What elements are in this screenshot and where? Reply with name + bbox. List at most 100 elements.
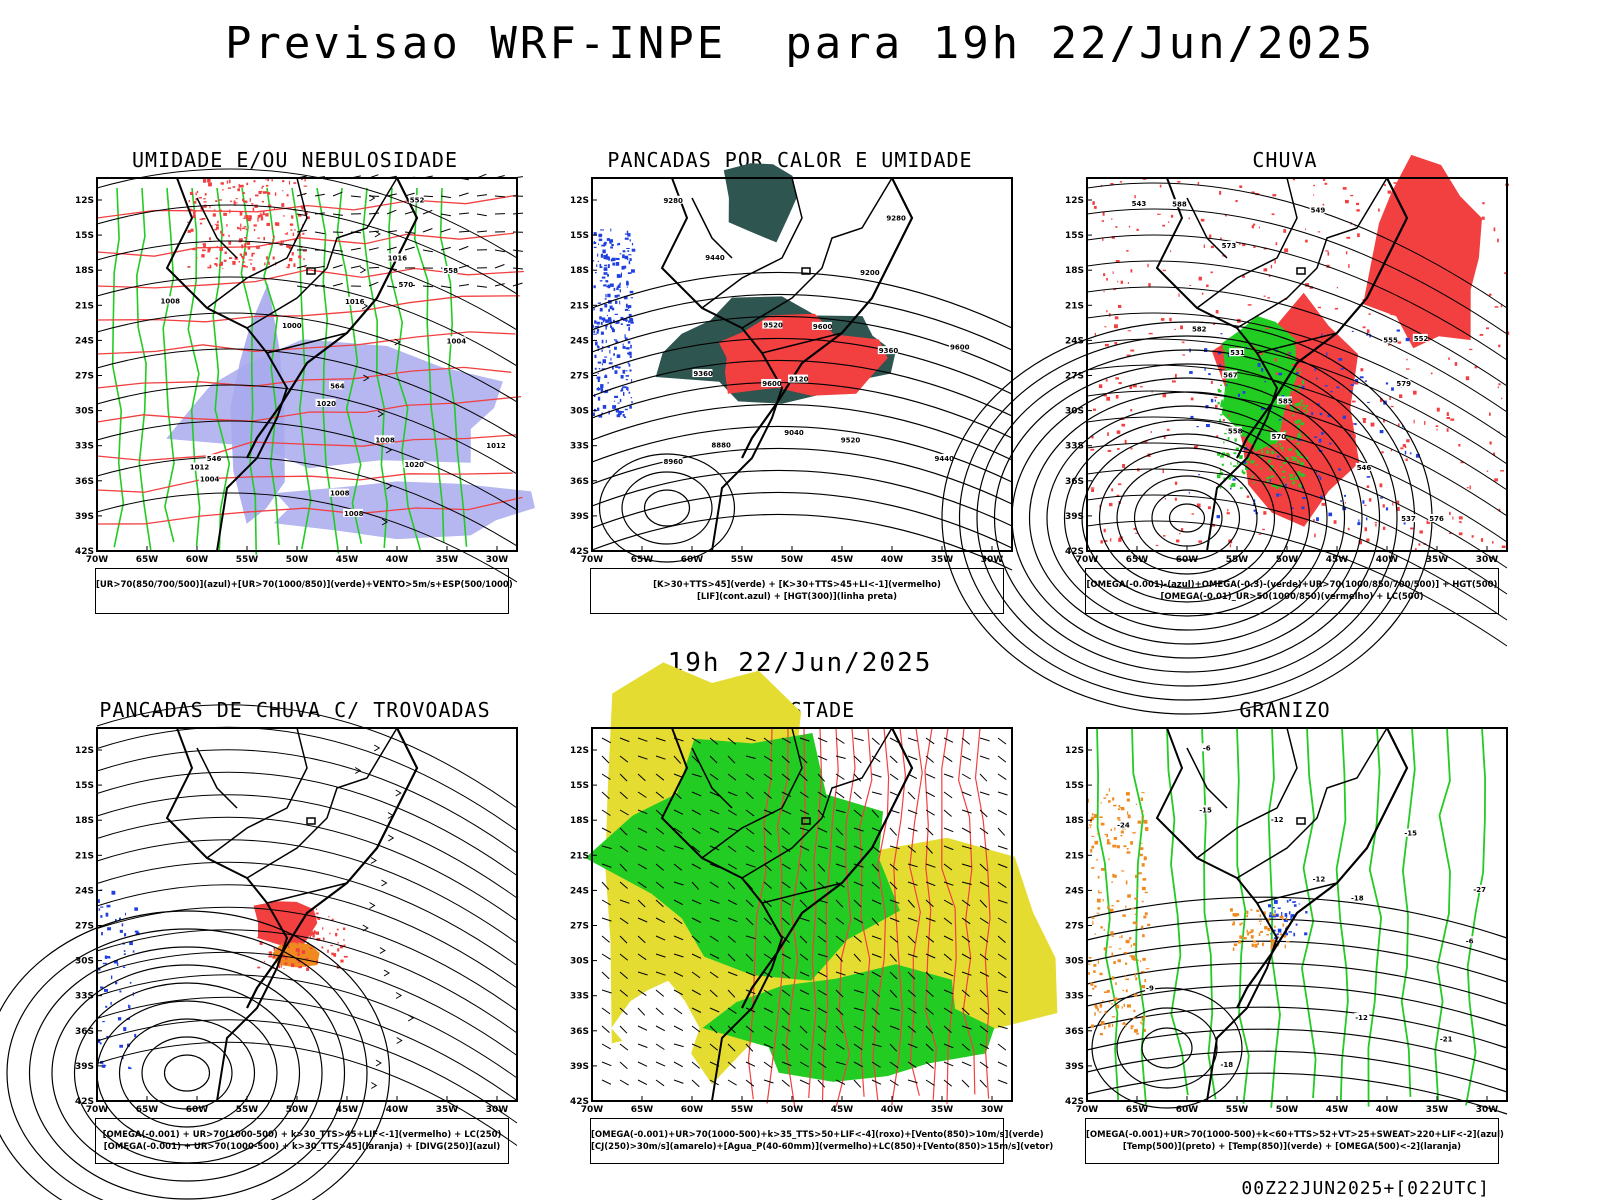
blue-speckle (100, 915, 103, 918)
omega-speckle (1122, 1022, 1126, 1024)
contour-label-bg (1412, 333, 1428, 342)
green-speckle (1221, 399, 1224, 402)
wind-vector (961, 755, 972, 761)
federal-district (801, 267, 811, 275)
wind-vector (709, 881, 719, 888)
hail-speckle (1293, 904, 1297, 907)
blue-speckle (1330, 391, 1333, 393)
wind-vector (781, 971, 791, 979)
red-speckle (1143, 440, 1148, 443)
contour-label-bg (1395, 379, 1411, 388)
red-speckle (1103, 528, 1106, 533)
thickness-speckle (260, 216, 264, 221)
water-contour (872, 727, 890, 1102)
page-title: Previsao WRF-INPE para 19h 22/Jun/2025 (224, 18, 1376, 69)
omega-speckle (1132, 1017, 1136, 1019)
green-speckle (1298, 419, 1302, 422)
hail-speckle (1274, 910, 1276, 913)
red-speckle (1110, 183, 1114, 185)
red-speckle (266, 935, 270, 937)
lat-label: 15S (75, 231, 94, 241)
blue-speckle (1405, 337, 1410, 342)
wind-vector (817, 1079, 826, 1088)
wind-vector (997, 1025, 1008, 1030)
lif-contour (631, 243, 634, 246)
wind-vector (871, 989, 880, 997)
red-speckle (316, 912, 319, 915)
red-speckle (1414, 313, 1417, 317)
legend-line: [OMEGA(-0.001) + UR>70(1000-500) + k>30_… (102, 1130, 502, 1140)
blue-speckle (1315, 469, 1317, 474)
omega-speckle (1125, 1025, 1127, 1027)
red-speckle (1130, 447, 1133, 450)
wind-vector (637, 881, 647, 889)
wind-vector (817, 791, 827, 799)
red-speckle (267, 927, 269, 930)
omega-speckle (1120, 830, 1124, 834)
wind-vector (961, 899, 971, 907)
contour-label-bg (762, 320, 783, 329)
wind-vector (763, 1079, 774, 1084)
green-speckle (1248, 440, 1252, 443)
wind-vector (979, 881, 990, 888)
red-speckle (322, 937, 325, 941)
contour-label-bg (1226, 426, 1242, 435)
red-speckle (1210, 245, 1214, 249)
lif-contour (629, 318, 633, 322)
blue-speckle (1321, 333, 1323, 337)
red-speckle (1292, 497, 1296, 500)
wind-vector (619, 737, 630, 743)
omega-speckle (1091, 916, 1095, 919)
blue-speckle (125, 912, 126, 916)
omega-speckle (1088, 972, 1090, 975)
lif-contour (608, 309, 610, 312)
red-speckle (1310, 463, 1315, 467)
lif-contour (597, 407, 600, 411)
wind-vector (637, 1025, 648, 1031)
lif-contour (595, 341, 598, 346)
blue-speckle (1210, 398, 1214, 403)
federal-district (306, 267, 316, 275)
wind-vector (997, 845, 1008, 850)
thickness-speckle (253, 180, 256, 183)
wind-vector (601, 827, 612, 834)
streamline-loop (28, 946, 346, 1200)
lif-contour (620, 323, 623, 325)
green-speckle (1298, 408, 1300, 411)
thickness-speckle (244, 215, 246, 219)
omega-speckle (1270, 939, 1274, 943)
thickness-speckle (202, 249, 206, 252)
lif-contour (619, 282, 621, 285)
red-speckle (1103, 273, 1106, 277)
omega-speckle (1108, 1024, 1111, 1028)
lif-contour (627, 233, 631, 237)
omega-speckle (1097, 832, 1099, 835)
thickness-speckle (195, 192, 197, 196)
legend-line: [K>30+TTS>45](verde) + [K>30+TTS>45+LI<-… (653, 580, 941, 590)
wind-vector (673, 989, 684, 996)
red-speckle (1093, 206, 1097, 209)
omega-speckle (1103, 797, 1107, 799)
contour-label-bg (408, 195, 424, 204)
wind-vector (476, 230, 487, 233)
hail-speckle (1291, 914, 1295, 918)
lon-label: 30W (486, 1105, 509, 1115)
omega-speckle (1097, 1008, 1099, 1012)
lif-contour (622, 254, 625, 259)
contour-label: 546 (1357, 464, 1372, 472)
thickness-contour (96, 366, 512, 389)
wind-vector (925, 1025, 934, 1034)
red-speckle (1198, 276, 1202, 281)
wind-vector (943, 827, 954, 833)
red-speckle (1391, 214, 1394, 218)
green-speckle (1220, 414, 1223, 416)
red-speckle (278, 939, 282, 941)
red-area (718, 313, 888, 396)
blue-speckle (97, 899, 100, 903)
green-speckle (1269, 465, 1274, 468)
wind-vector (835, 1043, 845, 1050)
wind-vector (925, 1043, 934, 1052)
contour-label-bg (1382, 335, 1398, 344)
green-speckle (1261, 455, 1264, 458)
wind-vector (853, 1025, 863, 1032)
